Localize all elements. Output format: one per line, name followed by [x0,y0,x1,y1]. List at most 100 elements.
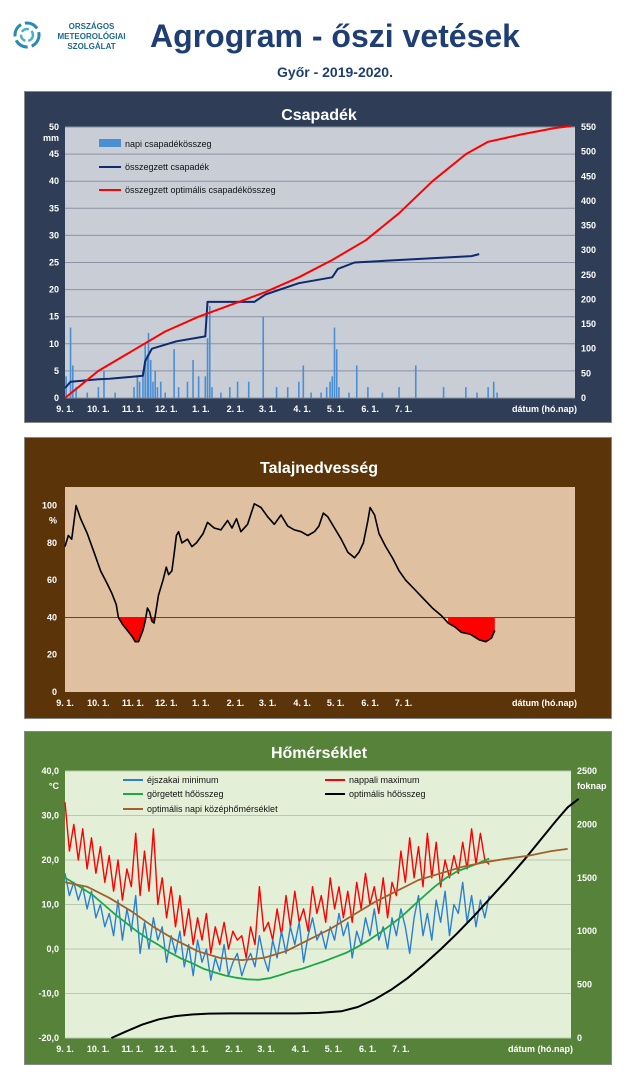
x-tick-label: 9. 1. [56,404,74,414]
soil-moisture-line [64,503,496,643]
precip-bar [487,387,489,398]
right-tick-label: 1000 [577,926,597,936]
soil-panel: Talajnedvesség 9. 1. 10. 1. 11. 1. 12. 1. 1.… [24,437,612,719]
precip-bar [86,392,89,398]
left-tick-label: 45 [49,149,59,159]
precip-bar [146,354,149,398]
precip-bar [159,381,162,398]
x-tick-label: 2. 1. [227,404,245,414]
precip-bar [147,332,150,398]
precip-bar [310,392,312,398]
left-axis-unit: % [49,516,57,526]
precip-bar [465,387,467,398]
left-axis-unit: mm [43,133,59,143]
left-tick-label: 30 [49,230,59,240]
left-tick-label: 25 [49,258,59,268]
x-tick-label: 9. 1. [56,698,74,708]
precip-bar [367,387,369,398]
precip-bar [152,381,154,398]
logo-line-2: METEOROLÓGIAI [57,32,126,41]
precip-chart: Csapadék 9. 1. 10. 1. 11. 1. 12. 1. 1. 1. 2. … [43,107,596,414]
left-axis-unit: °C [49,781,60,791]
tmin-line [64,873,490,981]
precip-bar [138,381,141,398]
precip-bar [229,387,231,398]
left-tick-label: 0 [52,687,57,697]
precip-bar [329,381,331,398]
left-tick-label: 80 [47,538,57,548]
precip-bar [262,316,265,398]
precip-panel: Csapadék 9. 1. 10. 1. 11. 1. 12. 1. 1. 1. 2. … [24,91,612,423]
precip-bar [97,387,100,398]
precip-bar [355,365,358,398]
precip-bar [320,392,322,398]
left-tick-label: 20,0 [41,855,59,865]
x-tick-label: 4. 1. [293,698,311,708]
precip-bar [247,381,250,398]
precip-bar [75,387,77,398]
page-title: Agrogram - őszi vetések [150,18,520,54]
x-tick-label: 10. 1. [87,1044,110,1054]
legend-label: görgetett hőösszeg [147,789,224,799]
left-tick-label: 5 [54,366,59,376]
deficit-area [448,617,495,642]
left-tick-label: 0,0 [46,944,59,954]
precip-bar [204,376,207,398]
precip-bar [496,392,498,398]
precip-bar [192,360,194,398]
left-tick-label: 20 [47,650,57,660]
x-tick-label: 12. 1. [154,1044,177,1054]
right-tick-label: 500 [577,980,592,990]
heat-sum-line [64,857,490,981]
precip-bar [414,365,417,398]
precip-bar [154,370,156,398]
x-tick-label: 7. 1. [395,404,413,414]
legend-label: nappali maximum [349,775,420,785]
right-tick-label: 2000 [577,819,597,829]
x-axis-label: dátum (hó.nap) [512,698,577,708]
legend-swatch [99,139,121,147]
precip-bar [208,305,211,398]
precip-bar [103,370,105,398]
opt-heat-line [110,798,580,1039]
precip-bar [335,349,338,398]
left-tick-label: -20,0 [38,1033,59,1043]
left-tick-label: 40,0 [41,766,59,776]
left-tick-label: 40 [47,612,57,622]
left-tick-label: 10 [49,339,59,349]
right-axis-unit: foknap [577,781,607,791]
legend-label: optimális napi középhőmérséklet [147,804,278,814]
legend-label: összegzett csapadék [125,162,210,172]
logo-line-3: SZOLGÁLAT [67,42,116,51]
deficit-area [118,617,146,642]
x-tick-label: 11. 1. [122,698,144,708]
x-tick-label: 4. 1. [292,1044,310,1054]
x-tick-label: 3. 1. [259,698,277,708]
precip-bar [331,376,334,398]
x-tick-label: 7. 1. [392,1044,410,1054]
precip-bar [220,392,222,398]
precip-bar [149,360,152,398]
precip-bar [286,387,289,398]
precip-bar [275,387,278,398]
omsz-logo-icon [13,21,41,49]
page-header: ORSZÁGOS METEOROLÓGIAI SZOLGÁLAT Agrogra… [0,0,640,86]
x-tick-label: 4. 1. [293,404,311,414]
precip-bar [142,370,144,398]
left-tick-label: 10,0 [41,900,59,910]
x-tick-label: 3. 1. [257,1044,275,1054]
optimal-precip-line [64,125,572,399]
precip-bar [302,365,305,398]
precip-bar [325,387,328,398]
x-tick-label: 2. 1. [227,698,245,708]
x-tick-label: 7. 1. [395,698,413,708]
precip-bar [69,327,72,398]
right-tick-label: 300 [581,245,596,255]
precip-bar [206,338,209,398]
precip-bar [197,376,200,398]
precip-bar [333,327,336,398]
x-tick-label: 11. 1. [121,1044,143,1054]
precip-bar [164,392,167,398]
left-tick-label: 15 [49,312,59,322]
temp-chart: Hőmérséklet 9. 1. 10. 1. 11. 1. 12. 1. 1. 1.… [38,745,607,1054]
